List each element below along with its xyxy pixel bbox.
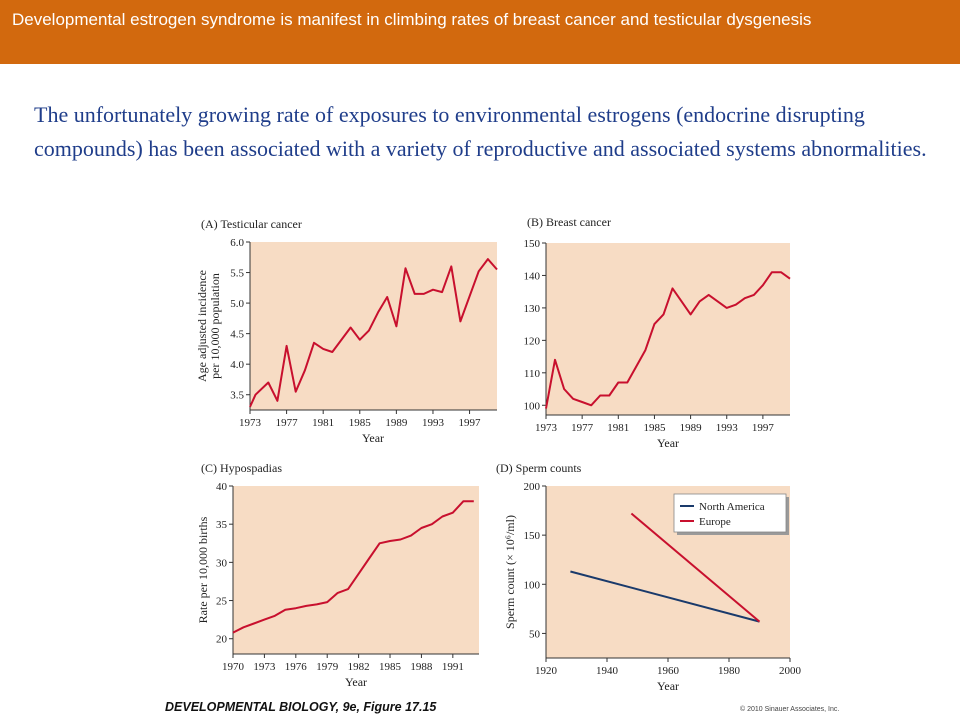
x-axis-label-c: Year [345,675,367,689]
series-line-a-0 [249,258,498,408]
x-axis-label-d: Year [657,679,679,693]
y-tick-label-d: 50 [529,628,541,640]
y-tick-label-c: 20 [216,634,228,646]
y-tick-label-a: 4.0 [230,359,244,371]
x-tick-label-a: 1973 [239,417,262,429]
x-tick-label-c: 1973 [253,661,276,673]
x-tick-label-c: 1979 [316,661,339,673]
chart-panel-a: (A) Testicular cancer 3.5 4.0 4.5 5.0 5.5 6.0 1… [195,217,498,445]
x-tick-label-d: 1940 [596,665,619,677]
x-tick-label-c: 1976 [285,661,308,673]
y-tick-label-b: 120 [524,335,541,347]
y-tick-label-b: 130 [524,303,541,315]
x-tick-label-b: 1997 [752,422,775,434]
slide-title: Developmental estrogen syndrome is manif… [12,10,812,29]
y-tick-label-b: 150 [524,238,541,250]
figure-caption: DEVELOPMENTAL BIOLOGY, 9e, Figure 17.15 [165,700,437,714]
y-tick-label-a: 6.0 [230,237,244,249]
y-tick-label-b: 110 [524,368,541,380]
series-line-d-1 [630,512,761,623]
y-tick-label-d: 100 [524,579,541,591]
x-tick-label-b: 1981 [607,422,629,434]
copyright-notice: © 2010 Sinauer Associates, Inc. [740,706,840,713]
y-tick-label-a: 3.5 [230,390,244,402]
x-tick-label-c: 1970 [222,661,245,673]
x-tick-label-c: 1985 [379,661,402,673]
y-tick-label-c: 25 [216,596,228,608]
y-tick-label-b: 140 [524,270,541,282]
x-tick-label-a: 1989 [385,417,408,429]
y-tick-label-d: 150 [524,530,541,542]
y-tick-label-a: 5.5 [230,268,244,280]
x-tick-label-c: 1982 [348,661,370,673]
series-line-c-0 [232,500,474,634]
y-tick-label-a: 4.5 [230,329,244,341]
x-tick-label-d: 1920 [535,665,558,677]
panel-title-d: (D) Sperm counts [496,461,582,475]
x-axis-label-a: Year [362,431,384,445]
y-tick-label-d: 200 [524,481,541,493]
x-tick-label-d: 1960 [657,665,680,677]
series-line-b-0 [545,271,791,409]
x-tick-label-b: 1993 [716,422,739,434]
y-tick-label-b: 100 [524,400,541,412]
plot-area-c [233,486,479,654]
y-tick-label-a: 5.0 [230,298,244,310]
panel-title-a: (A) Testicular cancer [201,217,302,231]
chart-panel-b: (B) Breast cancer 100 110 120 130 140 150 1973 1… [524,215,791,450]
chart-panel-d: (D) Sperm counts 50 100 150 200 1920 1940 1960 1… [496,461,802,693]
x-tick-label-a: 1981 [312,417,334,429]
y-axis-label-c: Rate per 10,000 births [196,516,210,623]
x-axis-label-b: Year [657,436,679,450]
x-tick-label-a: 1977 [276,417,299,429]
x-tick-label-d: 1980 [718,665,741,677]
y-tick-label-c: 30 [216,557,228,569]
legend-label-1: Europe [699,516,731,528]
plot-area-a [250,242,497,410]
series-line-d-0 [570,570,760,623]
x-tick-label-b: 1977 [571,422,594,434]
x-tick-label-b: 1989 [680,422,703,434]
plot-area-b [546,243,790,415]
y-tick-label-c: 40 [216,481,228,493]
legend-label-0: North America [699,501,765,513]
x-tick-label-a: 1985 [349,417,372,429]
x-tick-label-a: 1997 [459,417,482,429]
title-bar: Developmental estrogen syndrome is manif… [0,0,960,64]
x-tick-label-b: 1985 [643,422,666,434]
x-tick-label-a: 1993 [422,417,445,429]
x-tick-label-d: 2000 [779,665,802,677]
y-axis-label-a: Age adjusted incidenceper 10,000 populat… [195,270,222,382]
chart-panel-c: (C) Hypospadias 20 25 30 35 40 1970 1973 1976 197… [196,461,479,689]
x-tick-label-b: 1973 [535,422,558,434]
panel-title-b: (B) Breast cancer [527,215,611,229]
y-axis-label-d: Sperm count (× 10⁶/ml) [503,515,517,629]
x-tick-label-c: 1991 [442,661,464,673]
panel-title-c: (C) Hypospadias [201,461,282,475]
x-tick-label-c: 1988 [410,661,433,673]
y-tick-label-c: 35 [216,519,228,531]
intro-paragraph: The unfortunately growing rate of exposu… [34,102,927,161]
legend-box [673,493,787,533]
